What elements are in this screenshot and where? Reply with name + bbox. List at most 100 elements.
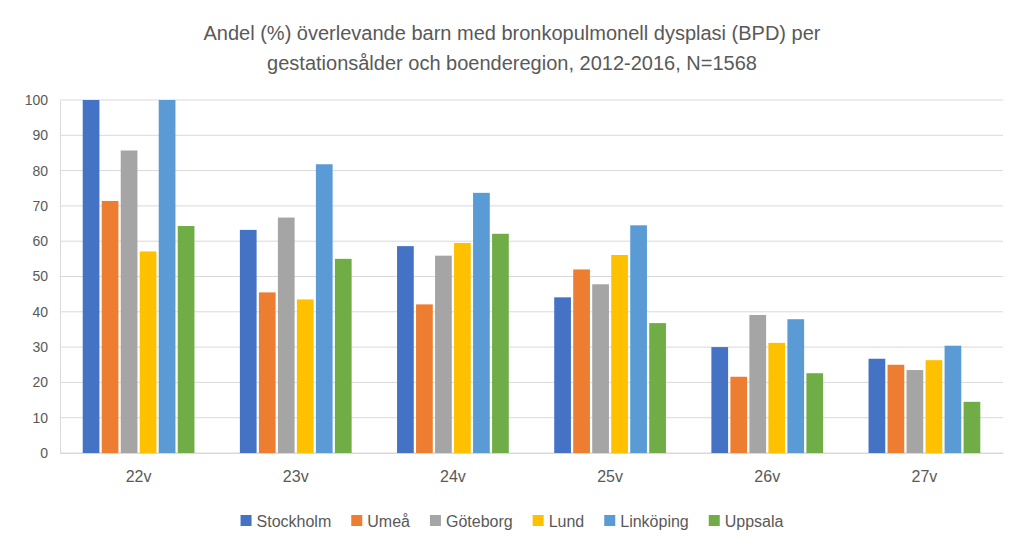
bar	[83, 100, 100, 453]
bar	[473, 193, 490, 453]
bar	[316, 164, 333, 453]
bar	[869, 359, 886, 453]
legend-item: Lund	[533, 513, 585, 530]
legend-swatch	[241, 515, 252, 526]
bar	[649, 323, 666, 453]
y-tick: 30	[32, 339, 60, 355]
bar	[806, 373, 823, 453]
bar	[711, 347, 728, 453]
grid-line	[60, 311, 1003, 312]
legend-swatch	[351, 515, 362, 526]
bar	[335, 259, 352, 453]
legend-label: Göteborg	[446, 513, 513, 530]
legend-item: Umeå	[351, 513, 410, 530]
y-axis: 0 10 20 30 40 50 60 70 80 90 100	[25, 92, 61, 461]
grid-line	[60, 417, 1003, 418]
grid-line	[60, 347, 1003, 348]
bar	[730, 377, 747, 453]
bar	[159, 100, 176, 453]
bar	[787, 319, 804, 453]
background	[0, 0, 1024, 554]
bar	[454, 243, 471, 453]
grid-line	[60, 382, 1003, 383]
x-tick-label: 27v	[912, 468, 938, 485]
legend-item: Uppsala	[709, 513, 784, 530]
bar	[907, 370, 924, 453]
bar	[573, 269, 590, 453]
grid-line	[60, 276, 1003, 277]
y-tick-label: 80	[32, 163, 48, 179]
bar	[278, 218, 295, 453]
x-tick: 26v	[754, 453, 780, 485]
y-tick: 0	[40, 445, 60, 461]
series-bars	[159, 100, 962, 453]
y-tick: 40	[32, 304, 60, 320]
series-bars	[121, 150, 924, 453]
plot: 010203040506070809010022v23v24v25v26v27v	[25, 92, 1004, 485]
grid-line	[60, 135, 1003, 136]
bar	[102, 201, 119, 453]
y-axis-line	[60, 101, 61, 454]
bar	[964, 402, 981, 453]
bar	[554, 297, 571, 453]
legend-swatch	[430, 515, 441, 526]
y-tick-label: 60	[32, 233, 48, 249]
legend-swatch	[709, 515, 720, 526]
bar	[611, 255, 628, 453]
x-tick: 23v	[283, 453, 309, 485]
x-tick: 27v	[912, 453, 938, 485]
x-tick: 24v	[440, 453, 466, 485]
bar	[297, 299, 314, 453]
y-tick-label: 70	[32, 198, 48, 214]
y-tick-label: 40	[32, 304, 48, 320]
bar	[416, 304, 433, 453]
legend-item: Linköping	[604, 513, 689, 530]
y-tick: 90	[32, 127, 60, 143]
bars	[83, 100, 981, 453]
legend-label: Stockholm	[257, 513, 332, 530]
y-tick: 60	[32, 233, 60, 249]
bar	[435, 256, 452, 453]
y-tick: 80	[32, 163, 60, 179]
legend-swatch	[533, 515, 544, 526]
y-tick: 10	[32, 410, 60, 426]
bar	[888, 365, 905, 453]
x-tick-label: 23v	[283, 468, 309, 485]
title: Andel (%) överlevande barn med bronkopul…	[204, 22, 821, 74]
x-tick-label: 26v	[754, 468, 780, 485]
bar	[592, 284, 609, 453]
series-bars	[140, 243, 943, 453]
legend-label: Uppsala	[725, 513, 784, 530]
y-tick: 70	[32, 198, 60, 214]
x-tick: 25v	[597, 453, 623, 485]
y-tick: 50	[32, 268, 60, 284]
y-tick: 100	[25, 92, 60, 108]
grid	[60, 100, 1003, 453]
series-bars	[102, 201, 905, 453]
bar	[397, 246, 414, 453]
grid-line	[60, 205, 1003, 206]
y-tick-label: 20	[32, 374, 48, 390]
grid-line	[60, 170, 1003, 171]
legend-label: Umeå	[367, 513, 410, 530]
y-tick-label: 90	[32, 127, 48, 143]
legend-swatch	[604, 515, 615, 526]
series-bars	[178, 226, 981, 453]
x-axis: 22v23v24v25v26v27v	[61, 453, 1004, 485]
grid-line	[60, 453, 1003, 454]
y-tick-label: 100	[25, 92, 49, 108]
grid-line	[60, 241, 1003, 242]
bar	[926, 360, 943, 453]
bar	[945, 346, 962, 453]
legend-item: Göteborg	[430, 513, 513, 530]
series-bars	[83, 100, 886, 453]
y-tick-label: 30	[32, 339, 48, 355]
x-axis-line	[61, 453, 1004, 454]
bar	[140, 251, 157, 453]
y-tick-label: 10	[32, 410, 48, 426]
legend-item: Stockholm	[241, 513, 332, 530]
bar	[240, 230, 257, 453]
bar	[768, 343, 785, 453]
legend-label: Lund	[549, 513, 585, 530]
bar	[121, 150, 138, 453]
